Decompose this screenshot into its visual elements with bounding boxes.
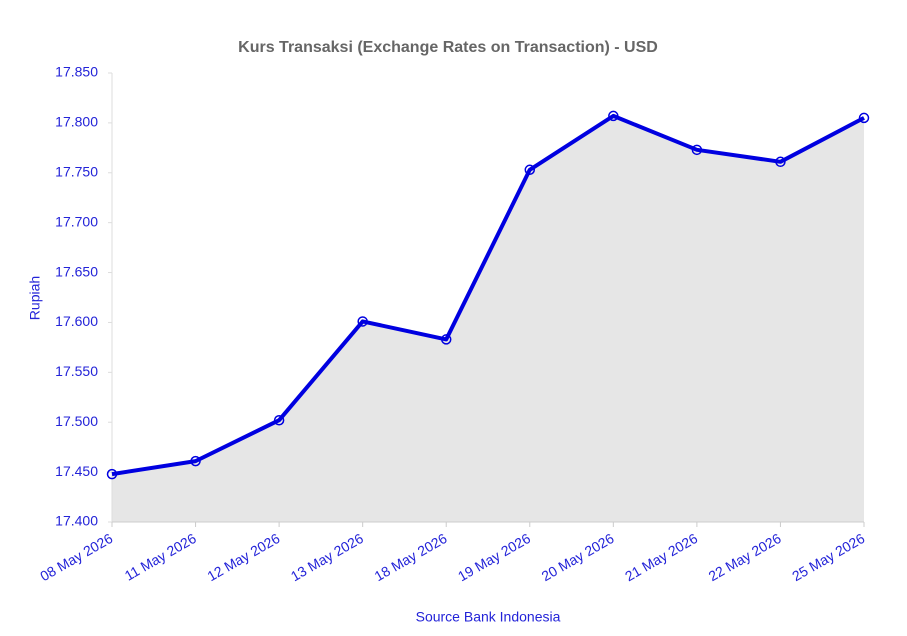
marker xyxy=(608,110,619,122)
x-tick-label: 21 May 2026 xyxy=(622,530,700,584)
x-tick-label: 12 May 2026 xyxy=(204,530,282,584)
x-tick-label: 11 May 2026 xyxy=(122,530,199,584)
marker xyxy=(190,455,201,467)
y-tick-label: 17.450 xyxy=(55,463,98,479)
y-tick-label: 17.600 xyxy=(55,313,98,329)
x-tick-label: 18 May 2026 xyxy=(371,530,449,584)
y-tick-label: 17.750 xyxy=(55,163,98,179)
x-tick-label: 25 May 2026 xyxy=(789,530,867,584)
x-tick-label: 13 May 2026 xyxy=(288,530,366,584)
y-tick-label: 17.550 xyxy=(55,363,98,379)
marker xyxy=(357,316,368,327)
chart-title: Kurs Transaksi (Exchange Rates on Transa… xyxy=(238,39,658,56)
line xyxy=(111,113,865,477)
y-tick-label: 17.700 xyxy=(55,213,98,229)
y-axis-title: Rupiah xyxy=(27,276,43,320)
y-tick-label: 17.400 xyxy=(55,513,98,529)
marker xyxy=(691,144,703,156)
marker xyxy=(106,468,118,480)
marker xyxy=(775,156,786,168)
x-tick-label: 19 May 2026 xyxy=(455,530,533,584)
marker xyxy=(524,164,536,176)
y-tick-label: 17.800 xyxy=(55,114,98,130)
marker xyxy=(858,112,870,124)
marker xyxy=(440,334,452,345)
x-tick-label: 20 May 2026 xyxy=(539,530,617,584)
x-tick-label: 08 May 2026 xyxy=(37,530,115,584)
y-tick-label: 17.500 xyxy=(55,413,98,429)
x-axis-title: Source Bank Indonesia xyxy=(416,609,561,625)
marker xyxy=(273,414,285,426)
y-tick-label: 17.650 xyxy=(55,263,98,279)
area-fill xyxy=(112,115,864,522)
y-tick-label: 17.850 xyxy=(55,64,98,80)
x-tick-label: 22 May 2026 xyxy=(706,530,784,584)
